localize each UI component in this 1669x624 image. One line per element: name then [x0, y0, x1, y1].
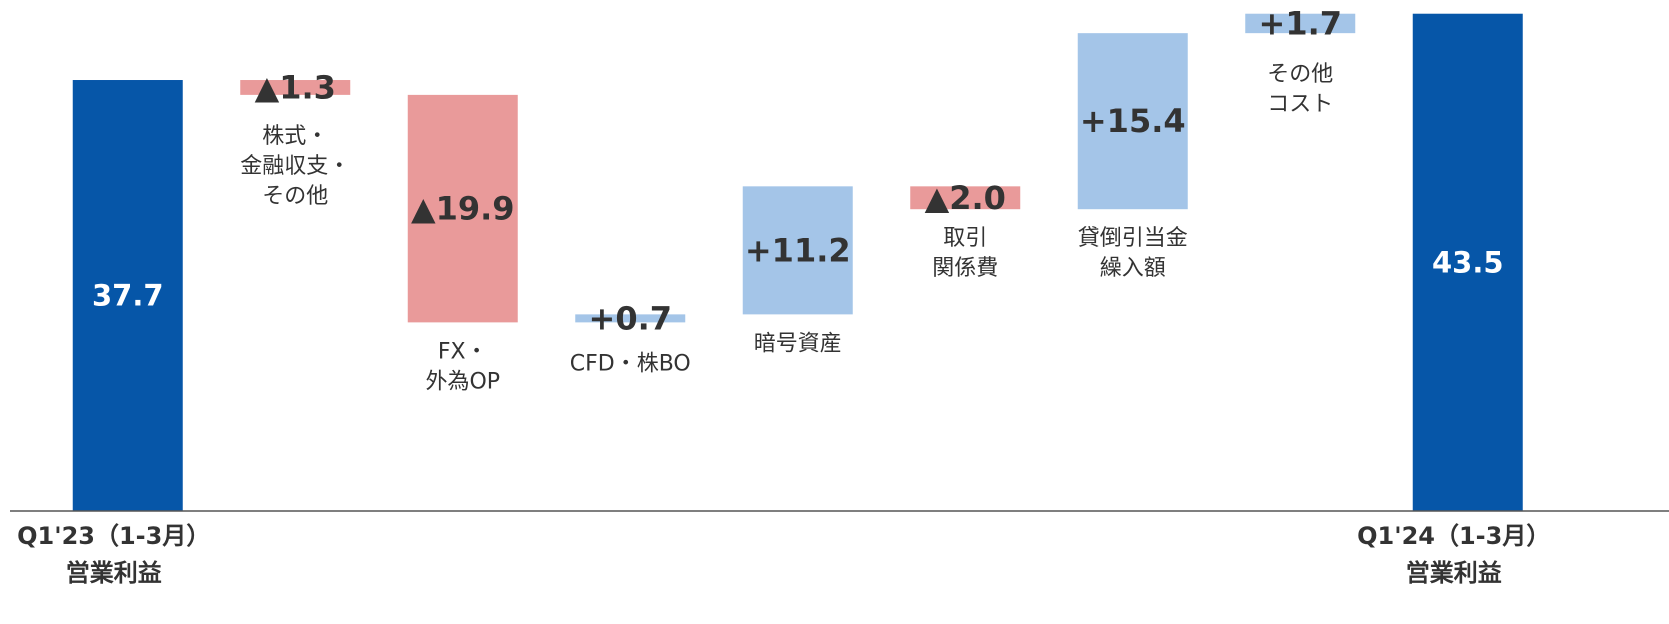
- category-label: その他: [1267, 62, 1333, 87]
- category-label: 取引: [943, 226, 987, 251]
- bar: [910, 186, 1021, 210]
- category-label: 貸倒引当金: [1078, 226, 1188, 251]
- category-label: コスト: [1267, 92, 1333, 117]
- category-label: FX・: [438, 339, 488, 364]
- value-label: 37.7: [92, 279, 164, 313]
- value-label: ▲1.3: [255, 68, 336, 106]
- category-label: 営業利益: [66, 559, 162, 587]
- bar: [575, 314, 686, 323]
- bar: [72, 80, 183, 512]
- bar: [407, 94, 518, 323]
- category-label: 暗号資産: [754, 331, 842, 356]
- value-label: +11.2: [745, 231, 851, 269]
- bar: [240, 80, 351, 95]
- category-label: その他: [262, 184, 328, 209]
- value-label: +1.7: [1259, 4, 1343, 42]
- category-label: 外為OP: [425, 369, 500, 394]
- category-label: Q1'24（1-3月）: [1357, 522, 1550, 550]
- category-label: 株式・: [262, 124, 328, 149]
- category-label: 関係費: [932, 256, 998, 281]
- bar: [1245, 13, 1356, 34]
- bar: [742, 186, 853, 315]
- category-label: CFD・株BO: [570, 351, 691, 376]
- category-label: 金融収支・: [240, 154, 350, 179]
- value-label: ▲19.9: [411, 190, 515, 228]
- category-label: Q1'23（1-3月）: [17, 522, 210, 550]
- value-label: 43.5: [1432, 245, 1504, 279]
- bar: [1412, 13, 1523, 511]
- category-label: 繰入額: [1100, 256, 1166, 281]
- bar: [1077, 33, 1188, 210]
- value-label: ▲2.0: [925, 179, 1006, 217]
- category-label: 営業利益: [1406, 559, 1502, 587]
- value-label: +0.7: [589, 299, 673, 337]
- value-label: +15.4: [1080, 102, 1186, 140]
